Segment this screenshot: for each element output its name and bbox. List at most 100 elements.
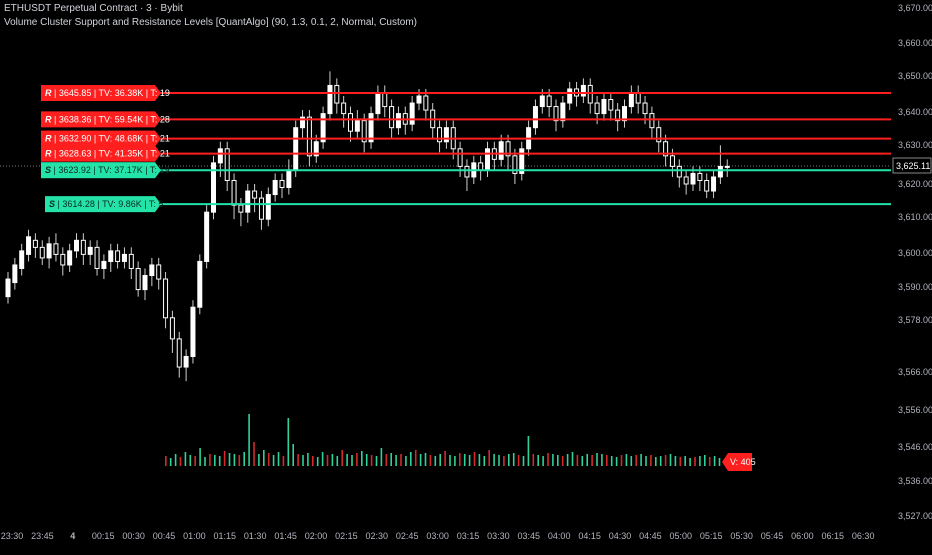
candle[interactable] xyxy=(149,257,155,287)
candle[interactable] xyxy=(39,240,45,265)
candle[interactable] xyxy=(423,88,429,121)
candle[interactable] xyxy=(717,145,723,184)
candle[interactable] xyxy=(265,187,271,227)
candle[interactable] xyxy=(231,173,237,220)
candle[interactable] xyxy=(163,272,169,329)
candle[interactable] xyxy=(512,148,518,184)
sr-levels[interactable]: R | 3645.85 | TV: 36.38K | T: 19 R | 3638… xyxy=(41,85,891,213)
candle[interactable] xyxy=(217,141,223,177)
candle[interactable] xyxy=(258,191,264,230)
candle[interactable] xyxy=(87,240,93,265)
candle[interactable] xyxy=(382,85,388,118)
candle[interactable] xyxy=(341,96,347,128)
candle[interactable] xyxy=(498,134,504,167)
candle[interactable] xyxy=(622,99,627,128)
candle[interactable] xyxy=(204,205,210,269)
candle[interactable] xyxy=(464,159,470,192)
resistance-level[interactable]: R | 3638.36 | TV: 59.54K | T: 28 xyxy=(41,111,891,128)
candle[interactable] xyxy=(320,106,326,149)
candle[interactable] xyxy=(443,120,449,149)
candle[interactable] xyxy=(354,110,360,139)
candle[interactable] xyxy=(635,85,641,114)
candle[interactable] xyxy=(121,247,127,269)
candle[interactable] xyxy=(704,173,710,199)
candle[interactable] xyxy=(663,134,669,167)
candle[interactable] xyxy=(176,331,182,378)
candle[interactable] xyxy=(505,134,511,170)
candle[interactable] xyxy=(656,120,662,153)
candle[interactable] xyxy=(169,310,175,353)
candle[interactable] xyxy=(375,85,381,121)
candle[interactable] xyxy=(348,106,353,142)
candle[interactable] xyxy=(101,254,107,280)
volume-bars[interactable] xyxy=(165,414,721,466)
candle[interactable] xyxy=(224,141,230,192)
indicator-legend[interactable]: Volume Cluster Support and Resistance Le… xyxy=(4,17,417,28)
candle[interactable] xyxy=(26,229,32,262)
candle[interactable] xyxy=(711,169,717,199)
candle[interactable] xyxy=(286,159,292,195)
candle[interactable] xyxy=(211,155,216,220)
candle[interactable] xyxy=(238,198,244,227)
candle[interactable] xyxy=(608,92,614,121)
candle[interactable] xyxy=(197,254,203,315)
candle[interactable] xyxy=(46,236,52,269)
candle[interactable] xyxy=(560,96,566,128)
candle[interactable] xyxy=(567,81,573,111)
candle[interactable] xyxy=(300,110,306,139)
candle[interactable] xyxy=(457,141,463,177)
candle[interactable] xyxy=(12,257,18,290)
candle[interactable] xyxy=(128,247,134,280)
candle[interactable] xyxy=(80,233,86,265)
candle[interactable] xyxy=(587,78,593,114)
candle[interactable] xyxy=(327,71,333,121)
candle[interactable] xyxy=(553,99,559,132)
support-level[interactable]: S | 3623.92 | TV: 37.17K | T: 19 xyxy=(41,162,891,179)
candle[interactable] xyxy=(183,349,189,382)
candle[interactable] xyxy=(368,106,374,149)
candle[interactable] xyxy=(279,173,285,199)
candle[interactable] xyxy=(272,173,278,202)
candle[interactable] xyxy=(649,106,655,139)
candle[interactable] xyxy=(485,141,490,177)
candle[interactable] xyxy=(19,243,25,276)
candle[interactable] xyxy=(395,106,401,135)
candle[interactable] xyxy=(94,240,100,276)
candle[interactable] xyxy=(252,184,258,213)
candle[interactable] xyxy=(580,78,586,104)
candle[interactable] xyxy=(5,272,11,304)
candle[interactable] xyxy=(53,233,59,262)
candle[interactable] xyxy=(601,92,607,121)
candle[interactable] xyxy=(402,106,408,135)
support-level[interactable]: S | 3614.28 | TV: 9.86K | T: 5 xyxy=(45,196,891,213)
resistance-level[interactable]: R | 3628.63 | TV: 41.35K | T: 21 xyxy=(41,145,891,162)
candle[interactable] xyxy=(574,81,580,107)
symbol-title[interactable]: ETHUSDT Perpetual Contract · 3 · Bybit xyxy=(4,3,183,14)
candle[interactable] xyxy=(293,120,299,177)
candle[interactable] xyxy=(74,233,79,258)
candle[interactable] xyxy=(115,243,121,269)
candle[interactable] xyxy=(683,169,689,195)
candle[interactable] xyxy=(334,78,340,114)
candle[interactable] xyxy=(615,103,621,132)
candles[interactable] xyxy=(5,71,730,382)
candle[interactable] xyxy=(676,159,682,188)
resistance-level[interactable]: R | 3645.85 | TV: 36.38K | T: 19 xyxy=(41,85,891,102)
candle[interactable] xyxy=(32,233,38,258)
candle[interactable] xyxy=(724,159,730,177)
price-axis[interactable]: 3,670.00 3,660.00 3,650.00 3,640.00 3,630.00… xyxy=(898,3,932,521)
candle[interactable] xyxy=(628,85,634,114)
candle[interactable] xyxy=(519,141,525,181)
candle[interactable] xyxy=(409,96,415,132)
candle[interactable] xyxy=(437,120,443,153)
candle[interactable] xyxy=(156,257,162,290)
candle[interactable] xyxy=(67,243,73,272)
candle[interactable] xyxy=(108,243,114,272)
time-axis[interactable]: 23:30 23:45 4 00:15 00:30 00:45 01:00 01:15 01:3… xyxy=(1,531,875,541)
candle[interactable] xyxy=(135,261,141,297)
candle[interactable] xyxy=(532,99,538,135)
resistance-level[interactable]: R | 3632.90 | TV: 48.68K | T: 21 xyxy=(41,130,891,147)
candle[interactable] xyxy=(142,268,148,301)
